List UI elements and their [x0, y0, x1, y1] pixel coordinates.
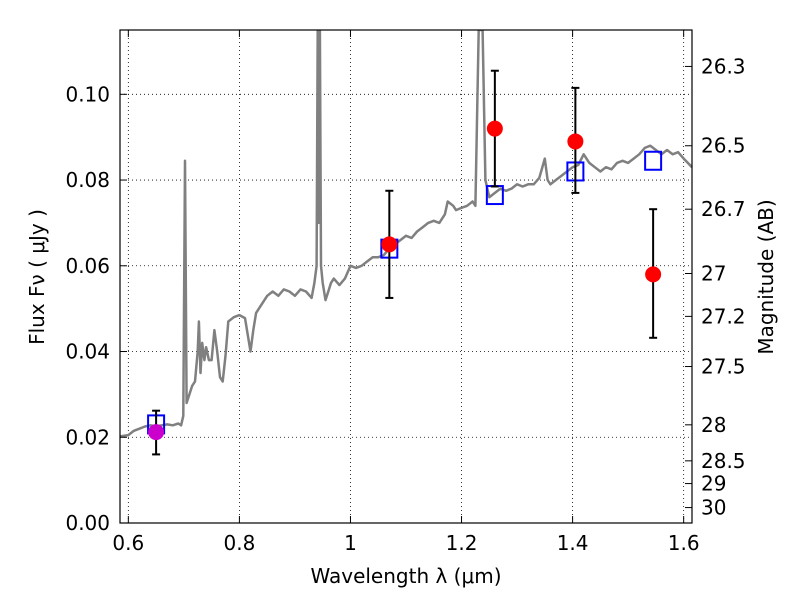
- right-tick-label: 29: [701, 472, 726, 496]
- measured-point: [148, 424, 165, 441]
- plot-layer: [120, 30, 692, 456]
- axes-layer: 0.6 0.8 1 1.2 1.4 1.6 0.00 0.02 0.04 0.06 0.08 0.10…: [65, 29, 746, 555]
- x-axis-label: Wavelength λ (μm): [310, 564, 501, 588]
- x-tick-label: 1: [344, 531, 357, 555]
- right-tick-label: 27.2: [701, 304, 746, 328]
- spectrum-line: [120, 30, 692, 438]
- y-tick-label: 0.06: [65, 254, 110, 278]
- y-tick-label: 0.00: [65, 511, 110, 535]
- right-tick-label: 28.5: [701, 449, 746, 473]
- right-tick-label: 26.7: [701, 197, 746, 221]
- grid-layer: [120, 30, 692, 524]
- x-tick-label: 1.6: [668, 531, 700, 555]
- right-tick-label: 28: [701, 413, 726, 437]
- y-tick-label: 0.04: [65, 340, 110, 364]
- plot-frame: [119, 29, 693, 524]
- y-axis-label: Flux Fν ( μJy ): [25, 209, 49, 345]
- right-tick-label: 27.5: [701, 355, 746, 379]
- x-tick-label: 1.2: [446, 531, 478, 555]
- y-tick-label: 0.02: [65, 425, 110, 449]
- right-tick-label: 27: [701, 261, 726, 285]
- x-tick-label: 0.8: [223, 531, 255, 555]
- right-tick-label: 26.3: [701, 54, 746, 78]
- measured-point: [381, 236, 398, 253]
- y-tick-label: 0.10: [65, 82, 110, 106]
- measured-point: [567, 133, 584, 150]
- x-tick-label: 1.4: [557, 531, 589, 555]
- right-tick-label: 30: [701, 496, 726, 520]
- model-point-square: [644, 150, 663, 171]
- y-tick-label: 0.08: [65, 168, 110, 192]
- measured-point: [645, 266, 662, 283]
- y-axis-right-label: Magnitude (AB): [754, 199, 778, 354]
- measured-point: [486, 120, 503, 137]
- x-tick-label: 0.6: [112, 531, 144, 555]
- right-tick-label: 26.5: [701, 134, 746, 158]
